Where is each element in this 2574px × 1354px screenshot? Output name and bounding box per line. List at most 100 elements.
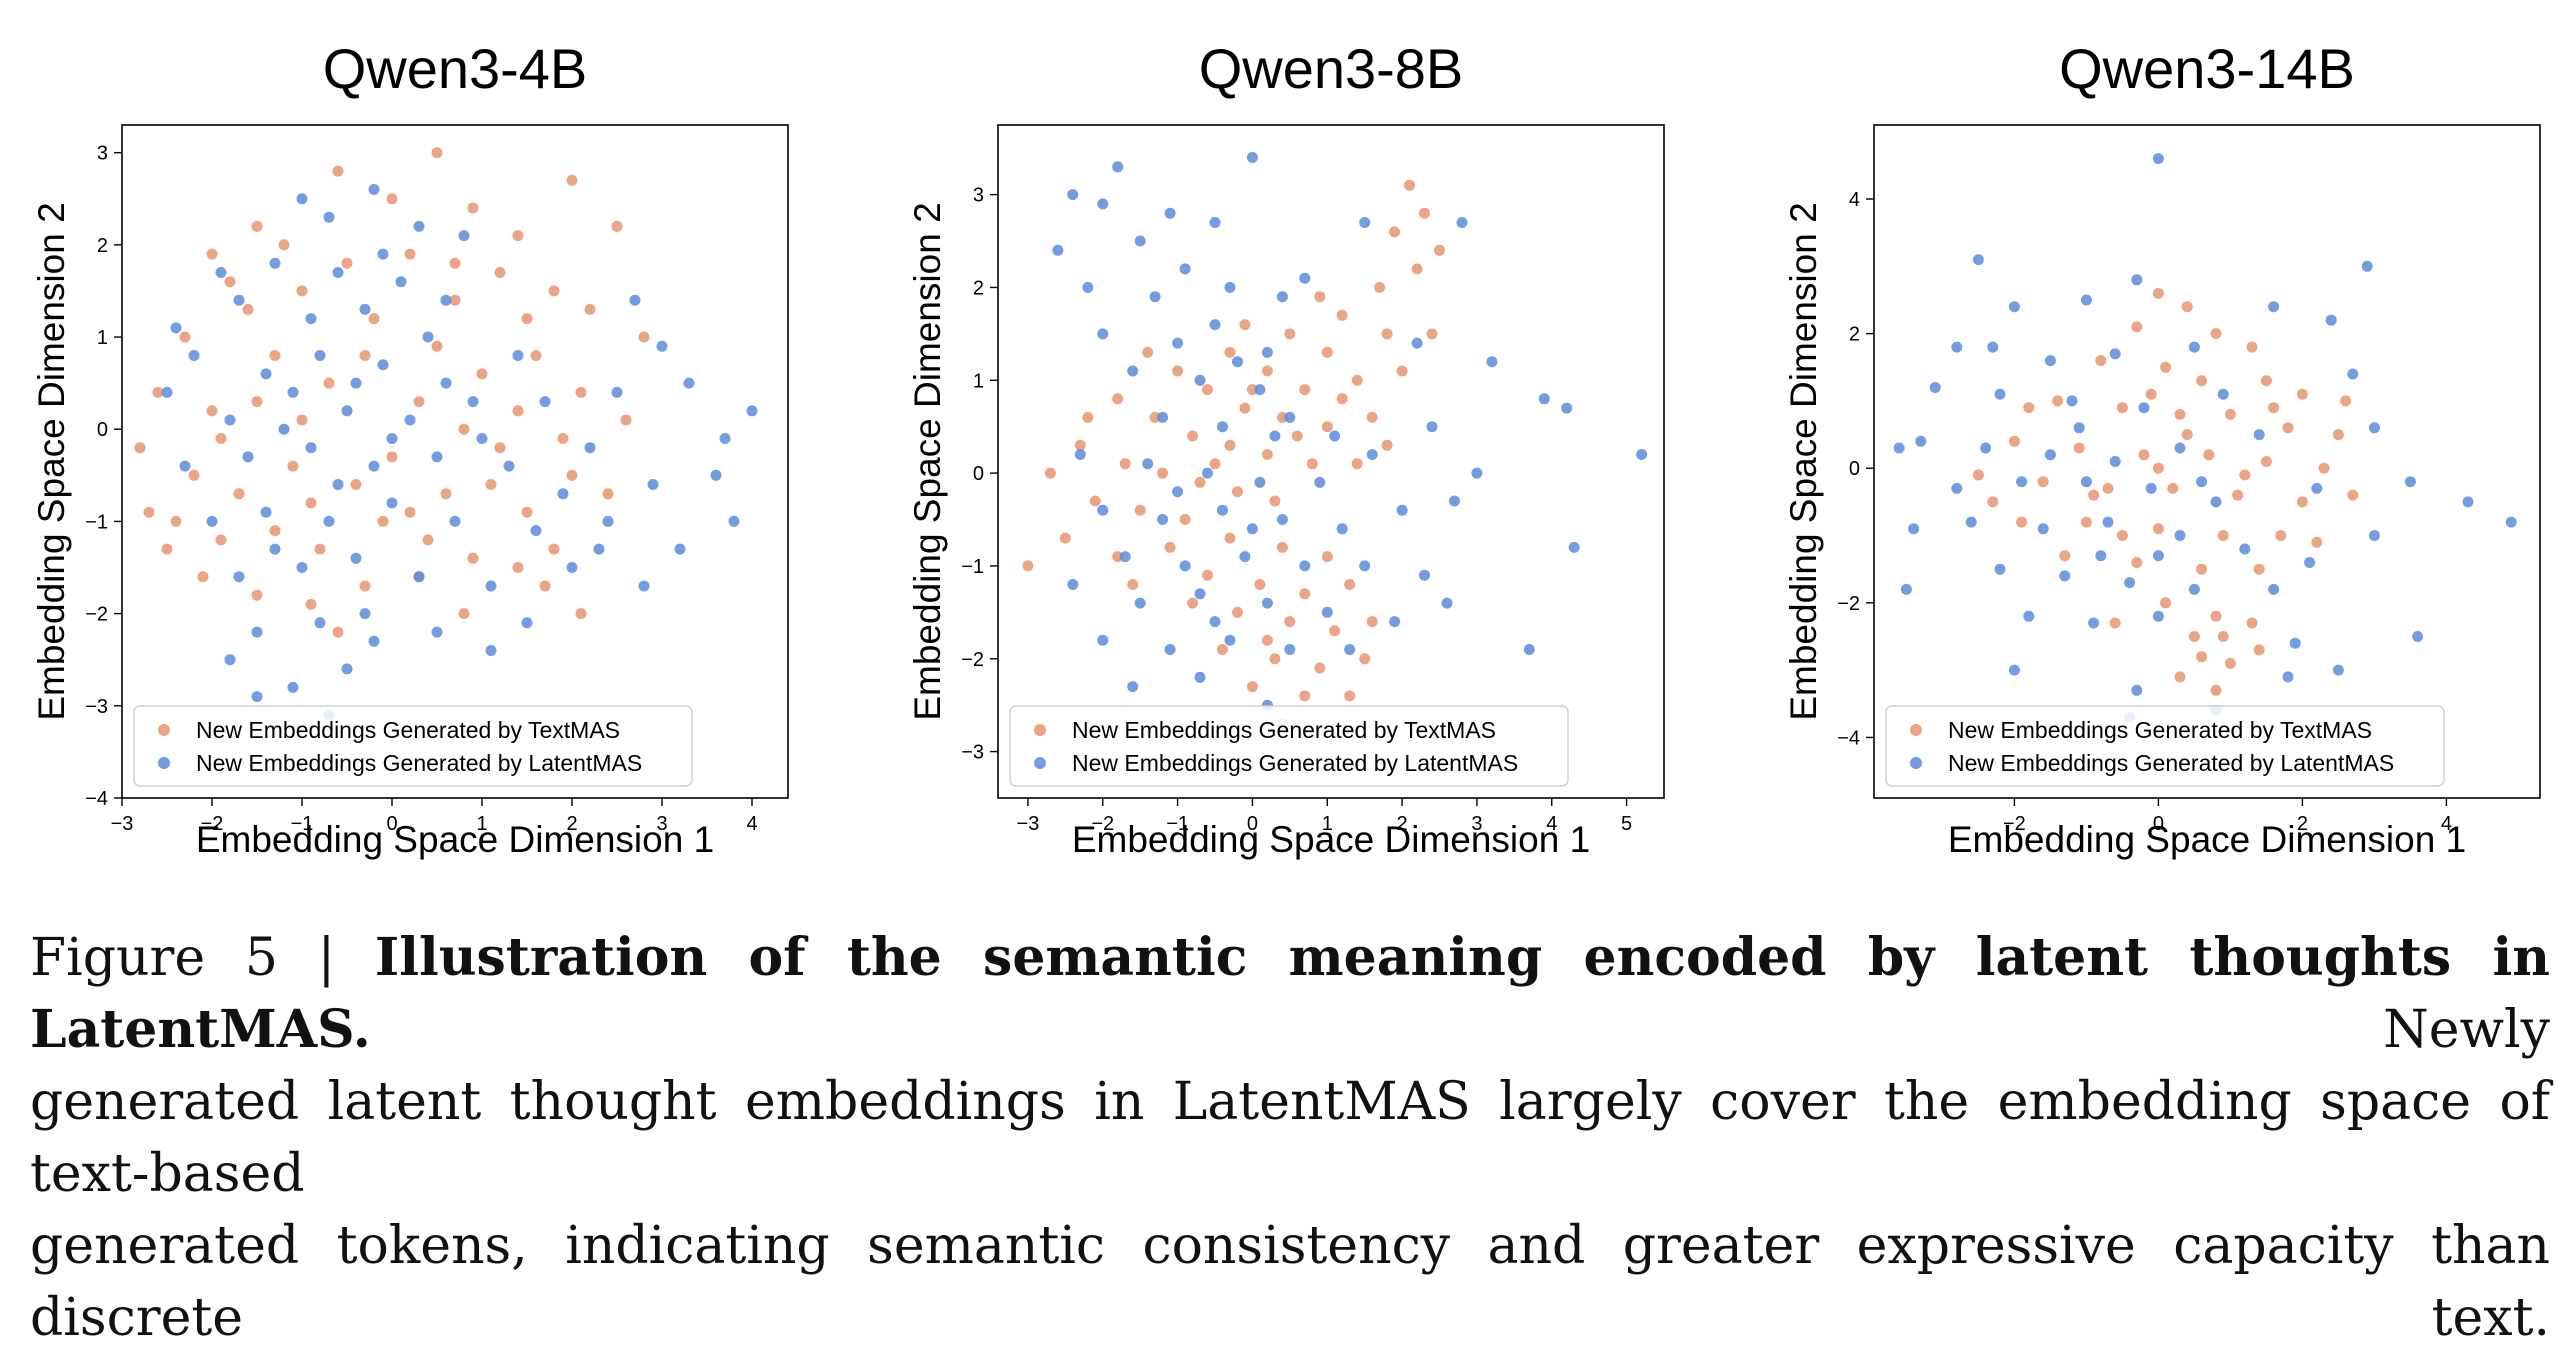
latentmas-point [1261,346,1273,358]
latentmas-point [2109,348,2121,360]
textmas-point [1434,244,1445,256]
textmas-point [548,543,560,555]
latentmas-point [296,562,308,573]
latentmas-point [2361,260,2373,272]
latentmas-point [1908,523,1920,535]
latentmas-point [2289,637,2301,649]
latentmas-point [431,451,443,463]
textmas-point [1022,560,1034,572]
textmas-point [1987,496,1999,508]
latentmas-point [1134,235,1146,247]
latentmas-point [1097,504,1109,516]
y-tick-label: −1 [85,511,108,533]
latentmas-point [1396,504,1408,516]
textmas-point [269,525,281,537]
textmas-point [2203,449,2215,461]
latentmas-point [602,515,614,527]
textmas-point [134,442,146,454]
y-tick-label: 1 [97,327,108,349]
textmas-point [2131,557,2143,568]
latentmas-point [2304,557,2316,568]
x-tick-label: −2 [201,813,224,835]
latentmas-point [539,396,551,408]
textmas-point [2232,489,2244,501]
latentmas-point [1127,365,1139,377]
chart-title: Qwen3-4B [323,37,588,100]
textmas-point [2318,462,2330,474]
textmas-point [638,331,650,343]
textmas-point [2246,617,2258,629]
latentmas-point [2059,570,2071,582]
legend-marker-latentmas [1910,757,1922,769]
latentmas-point [1269,430,1281,442]
latentmas-point [2102,516,2114,528]
latentmas-point [188,350,200,361]
latentmas-point [350,552,362,564]
latentmas-point [386,497,398,509]
textmas-point [2145,388,2157,400]
latentmas-point [1568,541,1580,553]
latentmas-point [1972,254,1984,266]
y-tick-label: 4 [1849,189,1860,211]
textmas-point [305,598,317,610]
textmas-point [386,193,398,205]
latentmas-point [1900,583,1912,595]
textmas-point [2210,684,2222,696]
textmas-point [386,451,398,463]
textmas-point [2052,395,2064,407]
latentmas-point [2131,684,2143,696]
textmas-point [431,340,443,352]
y-tick-label: −3 [85,696,108,718]
textmas-point [512,405,524,417]
textmas-point [467,552,479,564]
textmas-point [440,488,452,500]
latentmas-point [305,442,317,454]
textmas-point [1396,365,1408,377]
latentmas-point [215,267,227,278]
latentmas-point [404,414,416,426]
textmas-point [2008,435,2020,447]
legend-marker-textmas [1910,724,1922,736]
caption-line-2: generated latent thought embeddings in L… [30,1072,2550,1204]
latentmas-point [710,469,722,481]
textmas-point [1127,579,1139,590]
latentmas-point [1179,263,1191,275]
textmas-point [404,248,416,260]
latentmas-point [431,626,443,638]
textmas-point [359,580,371,592]
legend-label-latentmas: New Embeddings Generated by LatentMAS [1072,750,1518,776]
textmas-point [377,515,389,527]
latentmas-point [2268,583,2280,595]
latentmas-point [1411,337,1423,349]
latentmas-point [2095,550,2107,562]
caption-line-3: generated tokens, indicating semantic co… [30,1216,2550,1348]
textmas-point [1366,411,1378,423]
legend-box [133,705,693,787]
latentmas-point [1329,430,1341,442]
textmas-point [2088,489,2100,501]
latentmas-point [449,515,461,527]
scatter-points [1893,153,2517,723]
y-tick-label: 3 [97,143,108,165]
latentmas-point [1893,442,1905,454]
latentmas-point [2044,449,2056,461]
latentmas-point [1052,244,1064,256]
textmas-point [1321,551,1333,563]
latentmas-point [359,303,371,315]
latentmas-point [233,294,245,306]
latentmas-point [2145,482,2157,494]
latentmas-point [260,368,272,380]
latentmas-point [638,580,650,592]
x-tick-label: 1 [1322,813,1333,835]
y-tick-label: 3 [973,185,984,207]
latentmas-point [683,377,695,389]
latentmas-point [161,386,173,398]
x-tick-label: 2 [2297,813,2308,835]
latentmas-point [1179,560,1191,572]
y-tick-label: 0 [973,463,984,485]
latentmas-point [1112,161,1124,173]
textmas-point [2037,476,2049,488]
latentmas-point [2253,429,2265,441]
latentmas-point [1366,449,1378,460]
latentmas-point [2008,301,2020,313]
